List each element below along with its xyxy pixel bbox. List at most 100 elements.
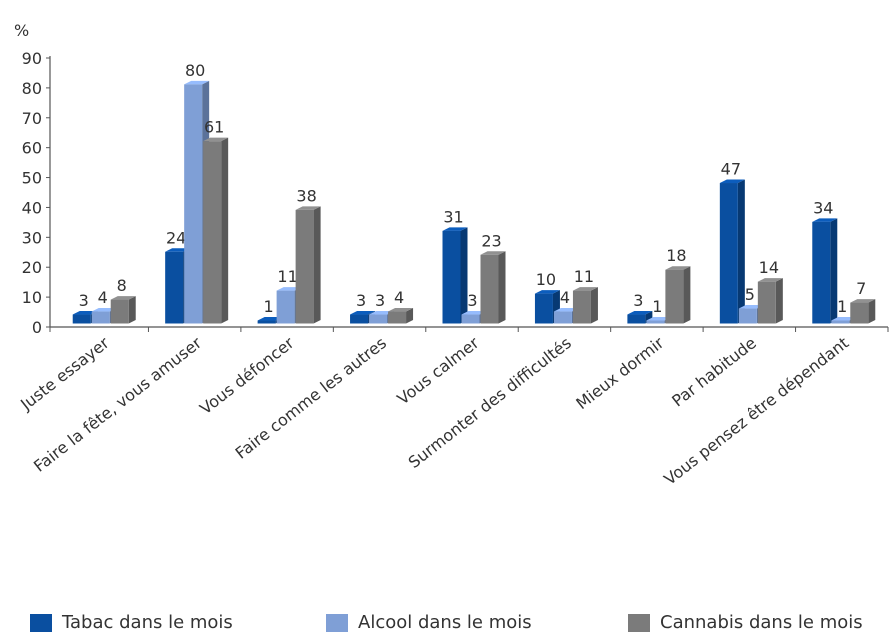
x-category-label: Vous calmer [393, 333, 482, 409]
x-category-label: Vous défoncer [196, 333, 298, 418]
bar-top [388, 308, 414, 312]
bar [350, 314, 369, 324]
bar [388, 311, 407, 324]
bar [203, 141, 222, 324]
x-category-label: Surmonter des difficultés [405, 333, 575, 472]
data-label: 3 [375, 291, 385, 310]
bar-top [831, 317, 857, 321]
data-label: 61 [204, 118, 224, 137]
bar-side [737, 179, 745, 324]
data-label: 8 [117, 276, 127, 295]
bar-top [553, 308, 579, 312]
data-label: 11 [277, 267, 297, 286]
bar-top [442, 227, 468, 231]
bar-side [460, 227, 468, 324]
legend-item: Alcool dans le mois [326, 612, 532, 633]
data-label: 4 [394, 288, 404, 307]
y-axis: % 0 10 20 30 40 50 60 70 80 90 [14, 21, 889, 337]
data-label: 1 [837, 297, 847, 316]
data-label: 1 [264, 297, 274, 316]
bar-top [369, 311, 395, 315]
data-label: 34 [813, 198, 833, 217]
bar [442, 230, 461, 324]
data-label: 18 [666, 246, 686, 265]
legend-item: Cannabis dans le mois [628, 612, 863, 633]
bar-top [665, 266, 691, 270]
legend-swatch [326, 613, 348, 632]
bar [665, 269, 684, 324]
bar [110, 299, 129, 324]
y-tick-label: 0 [32, 318, 42, 337]
data-label: 38 [296, 186, 316, 205]
y-tick-label: 50 [22, 169, 42, 188]
data-label: 3 [633, 291, 643, 310]
bar-top [480, 251, 506, 255]
bar-top [276, 287, 302, 291]
x-category-label: Par habitude [668, 333, 760, 410]
bar-top [461, 311, 487, 315]
bar [850, 302, 869, 324]
bar-top [719, 179, 745, 184]
data-label: 3 [79, 291, 89, 310]
data-label: 11 [574, 267, 594, 286]
bar [165, 251, 184, 324]
bar [738, 308, 757, 324]
bar-side [830, 218, 838, 324]
bar-top [257, 317, 283, 321]
data-label: 7 [856, 279, 866, 298]
bar [461, 314, 480, 324]
bar-top [110, 296, 136, 300]
data-label: 24 [166, 228, 186, 247]
legend-label: Alcool dans le mois [358, 612, 532, 633]
bar [276, 290, 295, 324]
bar-side [128, 296, 136, 324]
bar [627, 314, 646, 324]
bar [91, 311, 110, 324]
bar [831, 320, 850, 324]
bar-top [850, 299, 876, 303]
y-tick-label: 30 [22, 228, 42, 247]
y-axis-unit: % [14, 21, 29, 40]
bar-side [868, 299, 876, 324]
legend: Tabac dans le mois Alcool dans le mois Can… [30, 612, 890, 638]
bar [480, 254, 499, 324]
data-label: 47 [721, 160, 741, 179]
x-category-label: Mieux dormir [572, 333, 667, 413]
data-label: 4 [98, 288, 108, 307]
data-label: 3 [356, 291, 366, 310]
bar-side [221, 137, 229, 324]
x-category-label: Faire la fête, vous amuser [30, 333, 205, 476]
bar-side [775, 278, 783, 324]
bar-side [313, 206, 321, 324]
bar-side [590, 287, 598, 324]
data-label: 3 [467, 291, 477, 310]
bar [719, 183, 738, 324]
bar [295, 209, 314, 324]
legend-swatch [30, 613, 52, 632]
bar [257, 320, 276, 324]
bar-top [812, 218, 838, 222]
bar [572, 290, 591, 324]
bar [646, 320, 665, 324]
data-label: 31 [443, 207, 463, 226]
data-label: 10 [536, 270, 556, 289]
bar-top [295, 206, 321, 210]
data-label: 23 [481, 231, 501, 250]
data-label: 14 [759, 258, 779, 277]
bar [534, 293, 553, 324]
data-label: 4 [560, 288, 570, 307]
bar-top [165, 248, 191, 252]
bar [72, 314, 91, 324]
bar [812, 221, 831, 324]
legend-label: Cannabis dans le mois [660, 612, 863, 633]
bar-top [627, 311, 653, 315]
y-tick-label: 60 [22, 139, 42, 158]
data-label: 80 [185, 61, 205, 80]
bar-top [534, 290, 560, 294]
bar-top [72, 311, 98, 315]
x-category-label: Faire comme les autres [232, 333, 390, 463]
bar-top [91, 308, 117, 312]
